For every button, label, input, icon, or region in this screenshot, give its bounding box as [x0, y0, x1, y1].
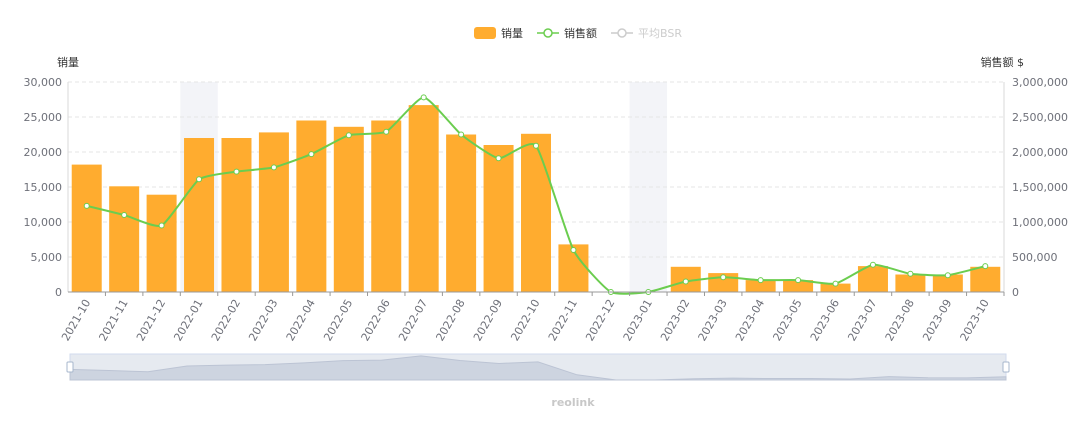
y-right-tick: 2,500,000: [1012, 111, 1068, 124]
line-point-2023-07[interactable]: [869, 261, 876, 268]
legend-swatch-bar: [474, 27, 496, 39]
x-tick-label: 2023-10: [958, 297, 992, 343]
bar-2021-10[interactable]: [71, 164, 102, 292]
line-point-2022-05[interactable]: [345, 132, 352, 139]
bar-2023-04[interactable]: [745, 280, 776, 292]
bar-2023-09[interactable]: [932, 274, 963, 293]
datazoom-left-handle[interactable]: [66, 361, 74, 373]
y-right-tick: 2,000,000: [1012, 146, 1068, 159]
line-point-2022-04[interactable]: [308, 151, 315, 158]
datazoom-right-handle[interactable]: [1002, 361, 1010, 373]
x-tick-label: 2022-11: [546, 297, 580, 343]
bar-2023-08[interactable]: [895, 274, 926, 293]
x-tick-label: 2022-09: [471, 297, 505, 343]
x-tick-label: 2022-07: [396, 297, 430, 343]
x-tick-label: 2022-08: [433, 297, 467, 343]
bar-2023-10[interactable]: [970, 266, 1001, 292]
bar-2021-11[interactable]: [109, 186, 140, 292]
x-tick-label: 2023-03: [696, 297, 730, 343]
line-point-2021-10[interactable]: [83, 202, 90, 209]
x-tick-label: 2022-04: [284, 297, 318, 343]
legend-swatch-marker: [617, 28, 627, 38]
y-right-tick: 500,000: [1012, 251, 1058, 264]
line-point-2021-12[interactable]: [158, 222, 165, 229]
x-tick-label: 2023-02: [658, 297, 692, 343]
line-point-2023-08[interactable]: [907, 270, 914, 277]
bar-2022-03[interactable]: [258, 132, 289, 292]
y-left-tick: 10,000: [24, 216, 63, 229]
bar-2022-07[interactable]: [408, 105, 439, 292]
x-tick-label: 2022-10: [508, 297, 542, 343]
y-right-axis-label: 销售额 $: [981, 55, 1025, 69]
line-point-2023-05[interactable]: [795, 277, 802, 284]
line-point-2023-10[interactable]: [982, 263, 989, 270]
bar-2022-02[interactable]: [221, 138, 252, 292]
y-left-tick: 0: [55, 286, 62, 299]
watermark: reolink: [551, 396, 595, 409]
line-point-2022-06[interactable]: [383, 128, 390, 135]
bar-2022-04[interactable]: [296, 120, 327, 293]
y-left-tick: 25,000: [24, 111, 63, 124]
bar-2022-01[interactable]: [184, 138, 215, 292]
x-tick-label: 2023-01: [621, 297, 655, 343]
y-left-tick: 20,000: [24, 146, 63, 159]
y-left-tick: 5,000: [31, 251, 63, 264]
line-point-2023-06[interactable]: [832, 280, 839, 287]
line-point-2022-09[interactable]: [495, 155, 502, 162]
bar-2022-09[interactable]: [483, 145, 514, 292]
line-point-2023-03[interactable]: [720, 274, 727, 281]
x-tick-label: 2023-09: [920, 297, 954, 343]
line-point-2021-11[interactable]: [121, 212, 128, 218]
x-tick-label: 2021-11: [97, 297, 131, 343]
y-right-tick: 1,000,000: [1012, 216, 1068, 229]
line-point-2022-10[interactable]: [533, 142, 539, 149]
legend-label: 平均BSR: [638, 27, 682, 40]
line-point-2022-02[interactable]: [233, 168, 240, 175]
bar-2022-10[interactable]: [521, 133, 551, 292]
x-tick-label: 2022-03: [246, 297, 280, 343]
legend-item-1[interactable]: 销售额: [537, 26, 597, 40]
y-left-tick: 15,000: [24, 181, 63, 194]
line-point-2022-08[interactable]: [458, 131, 465, 138]
x-tick-label: 2023-07: [845, 297, 879, 343]
bar-2022-05[interactable]: [333, 126, 364, 292]
x-tick-label: 2021-12: [134, 297, 168, 343]
x-tick-label: 2021-10: [59, 297, 93, 343]
x-tick-label: 2022-01: [171, 297, 205, 343]
y-right-tick: 1,500,000: [1012, 181, 1068, 194]
legend-swatch-marker: [543, 28, 553, 38]
bar-2023-05[interactable]: [783, 280, 814, 292]
x-tick-label: 2023-05: [770, 297, 804, 343]
x-tick-label: 2023-06: [808, 297, 842, 343]
bar-2022-06[interactable]: [371, 120, 402, 293]
line-point-2022-07[interactable]: [420, 94, 427, 101]
bar-2022-08[interactable]: [446, 134, 477, 293]
y-left-axis-label: 销量: [57, 55, 79, 69]
line-point-2022-03[interactable]: [270, 164, 277, 171]
y-right-tick: 3,000,000: [1012, 76, 1068, 89]
bar-2023-06[interactable]: [820, 283, 851, 292]
x-tick-label: 2023-04: [733, 297, 767, 343]
x-tick-label: 2022-12: [583, 297, 617, 343]
line-point-2023-09[interactable]: [944, 272, 951, 279]
legend-label: 销量: [501, 26, 523, 40]
x-tick-label: 2023-08: [883, 297, 917, 343]
bar-2023-07[interactable]: [857, 266, 888, 292]
x-tick-label: 2022-02: [209, 297, 243, 343]
bar-2021-12[interactable]: [146, 194, 177, 292]
line-point-2023-04[interactable]: [757, 277, 764, 284]
x-tick-label: 2022-05: [321, 297, 355, 343]
legend-item-2[interactable]: 平均BSR: [611, 27, 682, 40]
datazoom-preview: [69, 355, 1007, 381]
line-point-2022-11[interactable]: [570, 247, 577, 253]
line-point-2023-02[interactable]: [682, 278, 689, 285]
legend-item-0[interactable]: 销量: [474, 26, 523, 40]
y-right-tick: 0: [1012, 286, 1019, 299]
x-tick-label: 2022-06: [359, 297, 393, 343]
line-point-2022-01[interactable]: [196, 176, 203, 183]
legend-label: 销售额: [564, 26, 597, 40]
y-left-tick: 30,000: [24, 76, 63, 89]
